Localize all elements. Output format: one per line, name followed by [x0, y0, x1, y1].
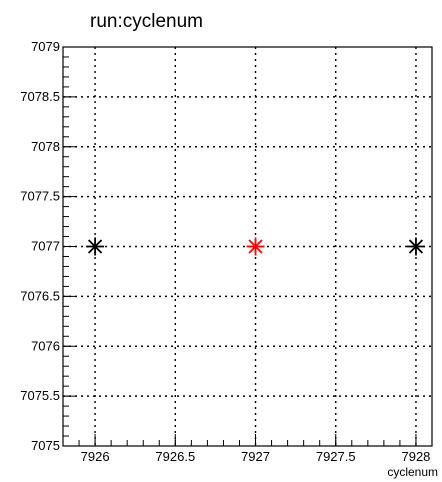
x-tick-label: 7926	[81, 449, 110, 464]
y-tick-label: 7079	[31, 39, 60, 54]
x-tick-label: 7927.5	[316, 449, 356, 464]
marker-stroke	[248, 239, 263, 254]
y-tick-label: 7076.5	[20, 288, 60, 303]
marker-stroke	[408, 239, 424, 254]
marker-stroke	[87, 239, 103, 254]
x-tick-label: 7927	[241, 449, 270, 464]
y-tick-label: 7075	[31, 438, 60, 453]
y-tick-labels: 7075 7075.5 7076 7076.5 7077 7077.5 7078 7078.5…	[20, 39, 60, 453]
y-tick-label: 7078.5	[20, 89, 60, 104]
chart-title: run:cyclenum	[90, 11, 203, 32]
x-tick-label: 7926.5	[155, 449, 195, 464]
data-point-marker	[406, 237, 425, 256]
y-tick-label: 7076	[31, 338, 60, 353]
y-tick-label: 7078	[31, 139, 60, 154]
data-points	[86, 237, 425, 256]
data-point-marker	[86, 237, 105, 256]
x-axis-label: cyclenum	[387, 465, 438, 479]
x-tick-label: 7928	[401, 449, 430, 464]
x-tick-labels: 7926 7926.5 7927 7927.5 7928	[81, 449, 431, 464]
y-tick-label: 7077	[31, 239, 60, 254]
axis-ticks	[62, 46, 417, 447]
data-point-marker	[246, 237, 265, 256]
y-tick-label: 7077.5	[20, 189, 60, 204]
y-tick-label: 7075.5	[20, 388, 60, 403]
